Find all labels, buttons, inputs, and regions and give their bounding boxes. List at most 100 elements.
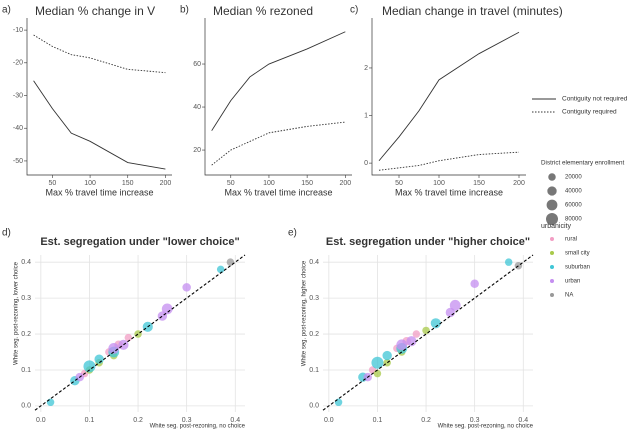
point (108, 343, 120, 354)
x-tick-label: 100 (433, 180, 445, 187)
point (182, 283, 191, 292)
y-tick-label: 60 (193, 61, 201, 68)
series-line (33, 34, 166, 74)
point (94, 354, 104, 364)
point (124, 333, 133, 342)
panel-label: c) (350, 5, 358, 16)
x-axis-label: White seg. post-rezoning, no choice (438, 424, 534, 430)
x-tick-label: 0.1 (85, 417, 95, 424)
y-tick-label: -30 (13, 92, 23, 99)
series-line (33, 80, 166, 170)
panel: d) Est. segregation under "lower choice" 0… (2, 228, 246, 430)
legend-label: urban (565, 279, 580, 285)
x-tick-label: 150 (301, 180, 313, 187)
y-tick-label: -50 (13, 158, 23, 165)
x-axis-label: Max % travel time increase (224, 187, 332, 197)
x-tick-label: 0.1 (373, 417, 383, 424)
legend: Contiguity not required Contiguity requir… (532, 96, 628, 299)
axis-line (204, 18, 352, 176)
x-tick-label: 0.2 (421, 417, 431, 424)
y-tick-label: 0.4 (309, 259, 319, 266)
x-tick-label: 200 (513, 180, 525, 187)
legend-label: rural (565, 237, 577, 243)
legend-label: Contiguity not required (562, 96, 628, 103)
y-axis-label: White seg. post-rezoning, higher choice (302, 260, 308, 366)
x-axis-label: Max % travel time increase (45, 187, 153, 197)
x-tick-label: 200 (160, 180, 172, 187)
legend-label: 80000 (565, 217, 582, 223)
y-tick-label: 0.1 (21, 367, 31, 374)
x-tick-label: 50 (227, 180, 235, 187)
legend-key (550, 237, 554, 241)
panel: a) Median % change in V -10 -20 -30 -40 -50 50 1… (2, 4, 172, 197)
point (373, 369, 382, 378)
y-axis-label: White seg. post-rezoning, lower choice (14, 261, 20, 365)
identity-line (322, 254, 534, 411)
y-tick-label: 40 (193, 104, 201, 111)
x-tick-label: 0.4 (518, 417, 528, 424)
y-tick-label: 20 (193, 147, 201, 154)
legend-title: District elementary enrollment (541, 160, 625, 167)
y-tick-label: 0.1 (309, 367, 319, 374)
y-tick-label: -40 (13, 125, 23, 132)
x-tick-label: 0.0 (324, 417, 334, 424)
point (406, 336, 417, 347)
x-tick-label: 100 (84, 180, 96, 187)
y-tick-label: 2 (364, 65, 368, 72)
y-tick-label: 0.3 (309, 295, 319, 302)
series-line (211, 121, 346, 166)
point (371, 356, 384, 369)
panel-title: Median % change in V (35, 4, 155, 18)
panel-title: Est. segregation under "lower choice" (40, 236, 239, 248)
y-tick-label: 0.0 (21, 403, 31, 410)
legend-label: 60000 (565, 203, 582, 209)
panel: b) Median % rezoned 20 40 60 50 100 150 200 Max %… (180, 4, 352, 197)
panel-title: Est. segregation under "higher choice" (326, 236, 530, 248)
axis-line (371, 18, 526, 176)
series-line (211, 31, 346, 131)
legend-label: suburban (565, 265, 590, 271)
panel-label: a) (2, 5, 11, 16)
legend-label: 40000 (565, 189, 582, 195)
legend-label: NA (565, 293, 573, 299)
legend-label: 20000 (565, 175, 582, 181)
x-axis-label: White seg. post-rezoning, no choice (150, 424, 246, 430)
x-tick-label: 0.3 (470, 417, 480, 424)
panel-title: Median change in travel (minutes) (382, 4, 563, 18)
identity-line (34, 254, 246, 411)
y-tick-label: -20 (13, 60, 23, 67)
point (396, 339, 408, 351)
y-tick-label: 0.2 (309, 331, 319, 338)
x-tick-label: 50 (49, 180, 57, 187)
legend-size-key (546, 213, 558, 225)
x-axis-label: Max % travel time increase (395, 187, 503, 197)
y-tick-label: 0.2 (21, 331, 31, 338)
panel-title: Median % rezoned (213, 4, 313, 18)
y-tick-label: 0.3 (21, 295, 31, 302)
point (161, 303, 173, 315)
x-tick-label: 0.0 (36, 417, 46, 424)
y-tick-label: 0.0 (309, 403, 319, 410)
x-tick-label: 100 (263, 180, 275, 187)
x-tick-label: 0.4 (230, 417, 240, 424)
series-line (378, 151, 520, 171)
point (422, 326, 430, 335)
x-tick-label: 200 (339, 180, 351, 187)
legend-key (550, 265, 554, 269)
legend-title: urbanicity (541, 223, 571, 230)
point (134, 330, 142, 338)
point (46, 398, 55, 407)
legend-key (550, 293, 554, 297)
x-tick-label: 150 (122, 180, 134, 187)
panel: e) Est. segregation under "higher choice"… (288, 228, 534, 430)
x-tick-label: 50 (395, 180, 403, 187)
axis-line (26, 18, 172, 176)
panel-label: b) (180, 5, 189, 16)
y-tick-label: 1 (364, 112, 368, 119)
point (470, 279, 479, 288)
y-tick-label: 0.4 (21, 259, 31, 266)
point (216, 265, 225, 274)
point (226, 258, 235, 266)
panel-label: e) (288, 228, 297, 239)
